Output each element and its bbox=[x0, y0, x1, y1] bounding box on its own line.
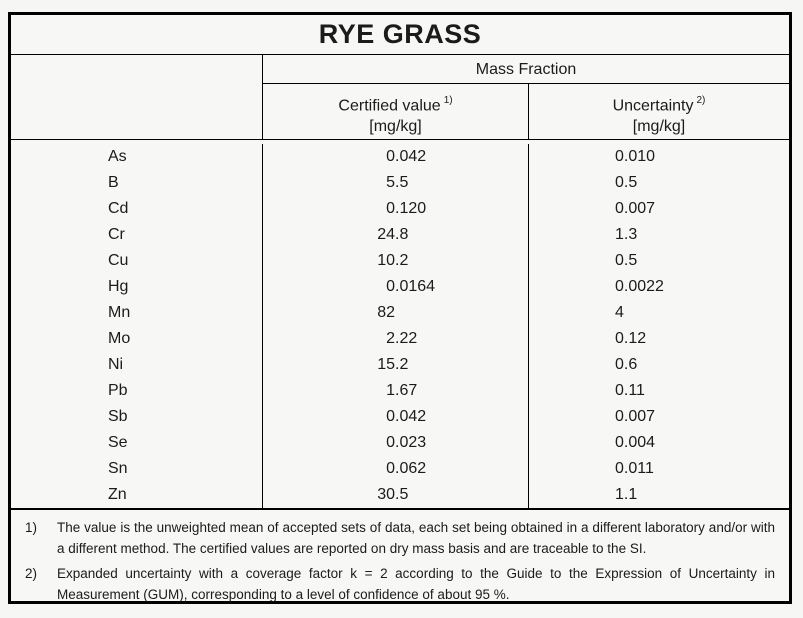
footnote-marker: 2) bbox=[25, 566, 38, 581]
table-row: Cu 10.2 0.5 bbox=[11, 248, 789, 274]
certified-value: 2.22 bbox=[263, 326, 529, 352]
certified-value: 24.8 bbox=[263, 222, 529, 248]
certified-value: 0.042 bbox=[263, 404, 529, 430]
page-title: RYE GRASS bbox=[11, 15, 789, 55]
table-row: Hg 0.0164 0.0022 bbox=[11, 274, 789, 300]
table-row: Sb 0.042 0.007 bbox=[11, 404, 789, 430]
element-symbol: Sn bbox=[11, 456, 263, 482]
uncertainty-value: 0.11 bbox=[615, 382, 645, 399]
table-header: Mass Fraction Certified value 1) [mg/kg] … bbox=[11, 55, 789, 140]
table-row: Ni 15.2 0.6 bbox=[11, 352, 789, 378]
element-symbol: B bbox=[11, 170, 263, 196]
uncertainty-value: 0.6 bbox=[615, 356, 638, 373]
footnote-ref-2: 2) bbox=[696, 95, 706, 106]
certified-value: 0.062 bbox=[263, 456, 529, 482]
certified-value: 30.5 bbox=[263, 482, 529, 508]
table-body: As 0.042 0.010 B 5.5 0.5 Cd 0.120 0.007 … bbox=[11, 140, 789, 508]
uncertainty-value: 0.011 bbox=[615, 460, 654, 477]
footnotes-section: 1) The value is the unweighted mean of a… bbox=[11, 508, 789, 610]
uncertainty-unit: [mg/kg] bbox=[632, 118, 686, 136]
element-symbol: Zn bbox=[11, 482, 263, 508]
certified-value: 1.67 bbox=[263, 378, 529, 404]
uncertainty-value: 0.007 bbox=[615, 408, 656, 425]
certified-value: 0.0164 bbox=[263, 274, 529, 300]
uncertainty-value: 4 bbox=[615, 304, 624, 321]
footnote-1: 1) The value is the unweighted mean of a… bbox=[19, 518, 775, 559]
certified-value: 15.2 bbox=[263, 352, 529, 378]
table-row: Zn 30.5 1.1 bbox=[11, 482, 789, 508]
certified-value: 0.023 bbox=[263, 430, 529, 456]
element-symbol: Mo bbox=[11, 326, 263, 352]
footnote-2: 2) Expanded uncertainty with a coverage … bbox=[19, 564, 775, 605]
column-header-uncertainty: Uncertainty 2) [mg/kg] bbox=[529, 84, 789, 139]
certified-value-label: Certified value bbox=[338, 97, 441, 115]
table-row: As 0.042 0.010 bbox=[11, 144, 789, 170]
footnote-ref-1: 1) bbox=[443, 95, 453, 106]
element-symbol: Hg bbox=[11, 274, 263, 300]
footnote-marker: 1) bbox=[25, 520, 38, 535]
group-header-mass-fraction: Mass Fraction bbox=[263, 55, 789, 84]
footnote-text: The value is the unweighted mean of acce… bbox=[57, 520, 775, 556]
element-symbol: As bbox=[11, 144, 263, 170]
element-symbol: Pb bbox=[11, 378, 263, 404]
table-row: Pb 1.67 0.11 bbox=[11, 378, 789, 404]
element-symbol: Ni bbox=[11, 352, 263, 378]
element-column-header-blank bbox=[11, 55, 263, 139]
certificate-table: RYE GRASS Mass Fraction Certified value 1… bbox=[8, 12, 792, 604]
table-row: Sn 0.062 0.011 bbox=[11, 456, 789, 482]
element-symbol: Sb bbox=[11, 404, 263, 430]
certified-value-unit: [mg/kg] bbox=[369, 118, 422, 136]
uncertainty-value: 1.1 bbox=[615, 486, 638, 503]
footnote-text: Expanded uncertainty with a coverage fac… bbox=[57, 566, 775, 602]
table-row: Mo 2.22 0.12 bbox=[11, 326, 789, 352]
certified-value: 0.042 bbox=[263, 144, 529, 170]
certified-value: 10.2 bbox=[263, 248, 529, 274]
column-header-certified-value: Certified value 1) [mg/kg] bbox=[263, 84, 529, 139]
certified-value: 0.120 bbox=[263, 196, 529, 222]
table-row: Cr 24.8 1.3 bbox=[11, 222, 789, 248]
element-symbol: Cu bbox=[11, 248, 263, 274]
element-symbol: Se bbox=[11, 430, 263, 456]
uncertainty-label: Uncertainty bbox=[612, 97, 694, 115]
uncertainty-value: 0.5 bbox=[615, 174, 638, 191]
table-row: Se 0.023 0.004 bbox=[11, 430, 789, 456]
table-row: Mn 82 4 bbox=[11, 300, 789, 326]
uncertainty-value: 0.010 bbox=[615, 148, 656, 165]
element-symbol: Mn bbox=[11, 300, 263, 326]
uncertainty-value: 0.007 bbox=[615, 200, 656, 217]
table-row: B 5.5 0.5 bbox=[11, 170, 789, 196]
uncertainty-value: 1.3 bbox=[615, 226, 638, 243]
uncertainty-value: 0.5 bbox=[615, 252, 638, 269]
uncertainty-value: 0.004 bbox=[615, 434, 656, 451]
uncertainty-value: 0.12 bbox=[615, 330, 647, 347]
table-row: Cd 0.120 0.007 bbox=[11, 196, 789, 222]
certified-value: 5.5 bbox=[263, 170, 529, 196]
certified-value: 82 bbox=[263, 300, 529, 326]
element-symbol: Cd bbox=[11, 196, 263, 222]
uncertainty-value: 0.0022 bbox=[615, 278, 664, 295]
element-symbol: Cr bbox=[11, 222, 263, 248]
